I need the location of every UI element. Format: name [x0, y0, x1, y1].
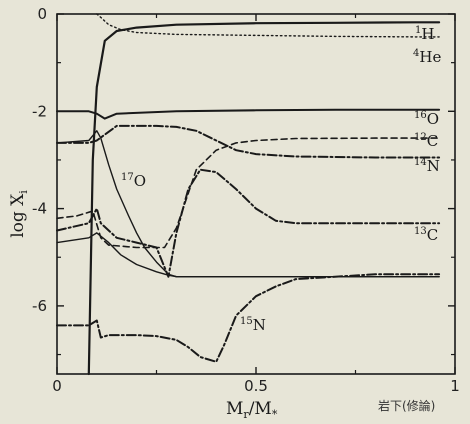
x-tick-label: 0 [52, 377, 62, 395]
series-line-14n [56, 124, 441, 159]
series-line-4he [96, 13, 440, 38]
y-tick-label: -4 [32, 200, 47, 218]
series-label-13c: 13C [414, 226, 438, 244]
y-tick-label: 0 [37, 5, 47, 23]
series-label-14n: 14N [414, 157, 440, 175]
x-tick-label: 0.5 [244, 377, 268, 395]
series-line-16o [56, 108, 441, 120]
series-line-1h [87, 21, 441, 376]
y-tick-label: -6 [32, 297, 47, 315]
series-line-15n [56, 273, 441, 363]
series-label-16o: 16O [414, 110, 439, 128]
handwritten-annotation: 岩下(修論) [378, 398, 435, 413]
series-label-4he: 4He [413, 48, 441, 66]
series-labels: 1H 4He 16O 12C 14N 13C 17O 15N [121, 25, 441, 334]
series-line-12c [56, 137, 440, 249]
y-tick-label: -2 [32, 102, 47, 120]
series-label-12c: 12C [414, 132, 438, 150]
y-axis-title: log Xi [8, 190, 30, 238]
series-label-17o: 17O [121, 172, 146, 190]
series-label-1h: 1H [415, 25, 434, 43]
x-axis-title: Mr/M* [226, 399, 278, 421]
axis-ticks: 0 -2 -4 -6 0 0.5 1 [32, 5, 460, 395]
series-layer [56, 13, 441, 376]
series-line-8 [56, 232, 440, 278]
x-tick-label: 1 [450, 377, 460, 395]
series-line-13c [56, 168, 441, 278]
series-label-15n: 15N [240, 316, 266, 334]
